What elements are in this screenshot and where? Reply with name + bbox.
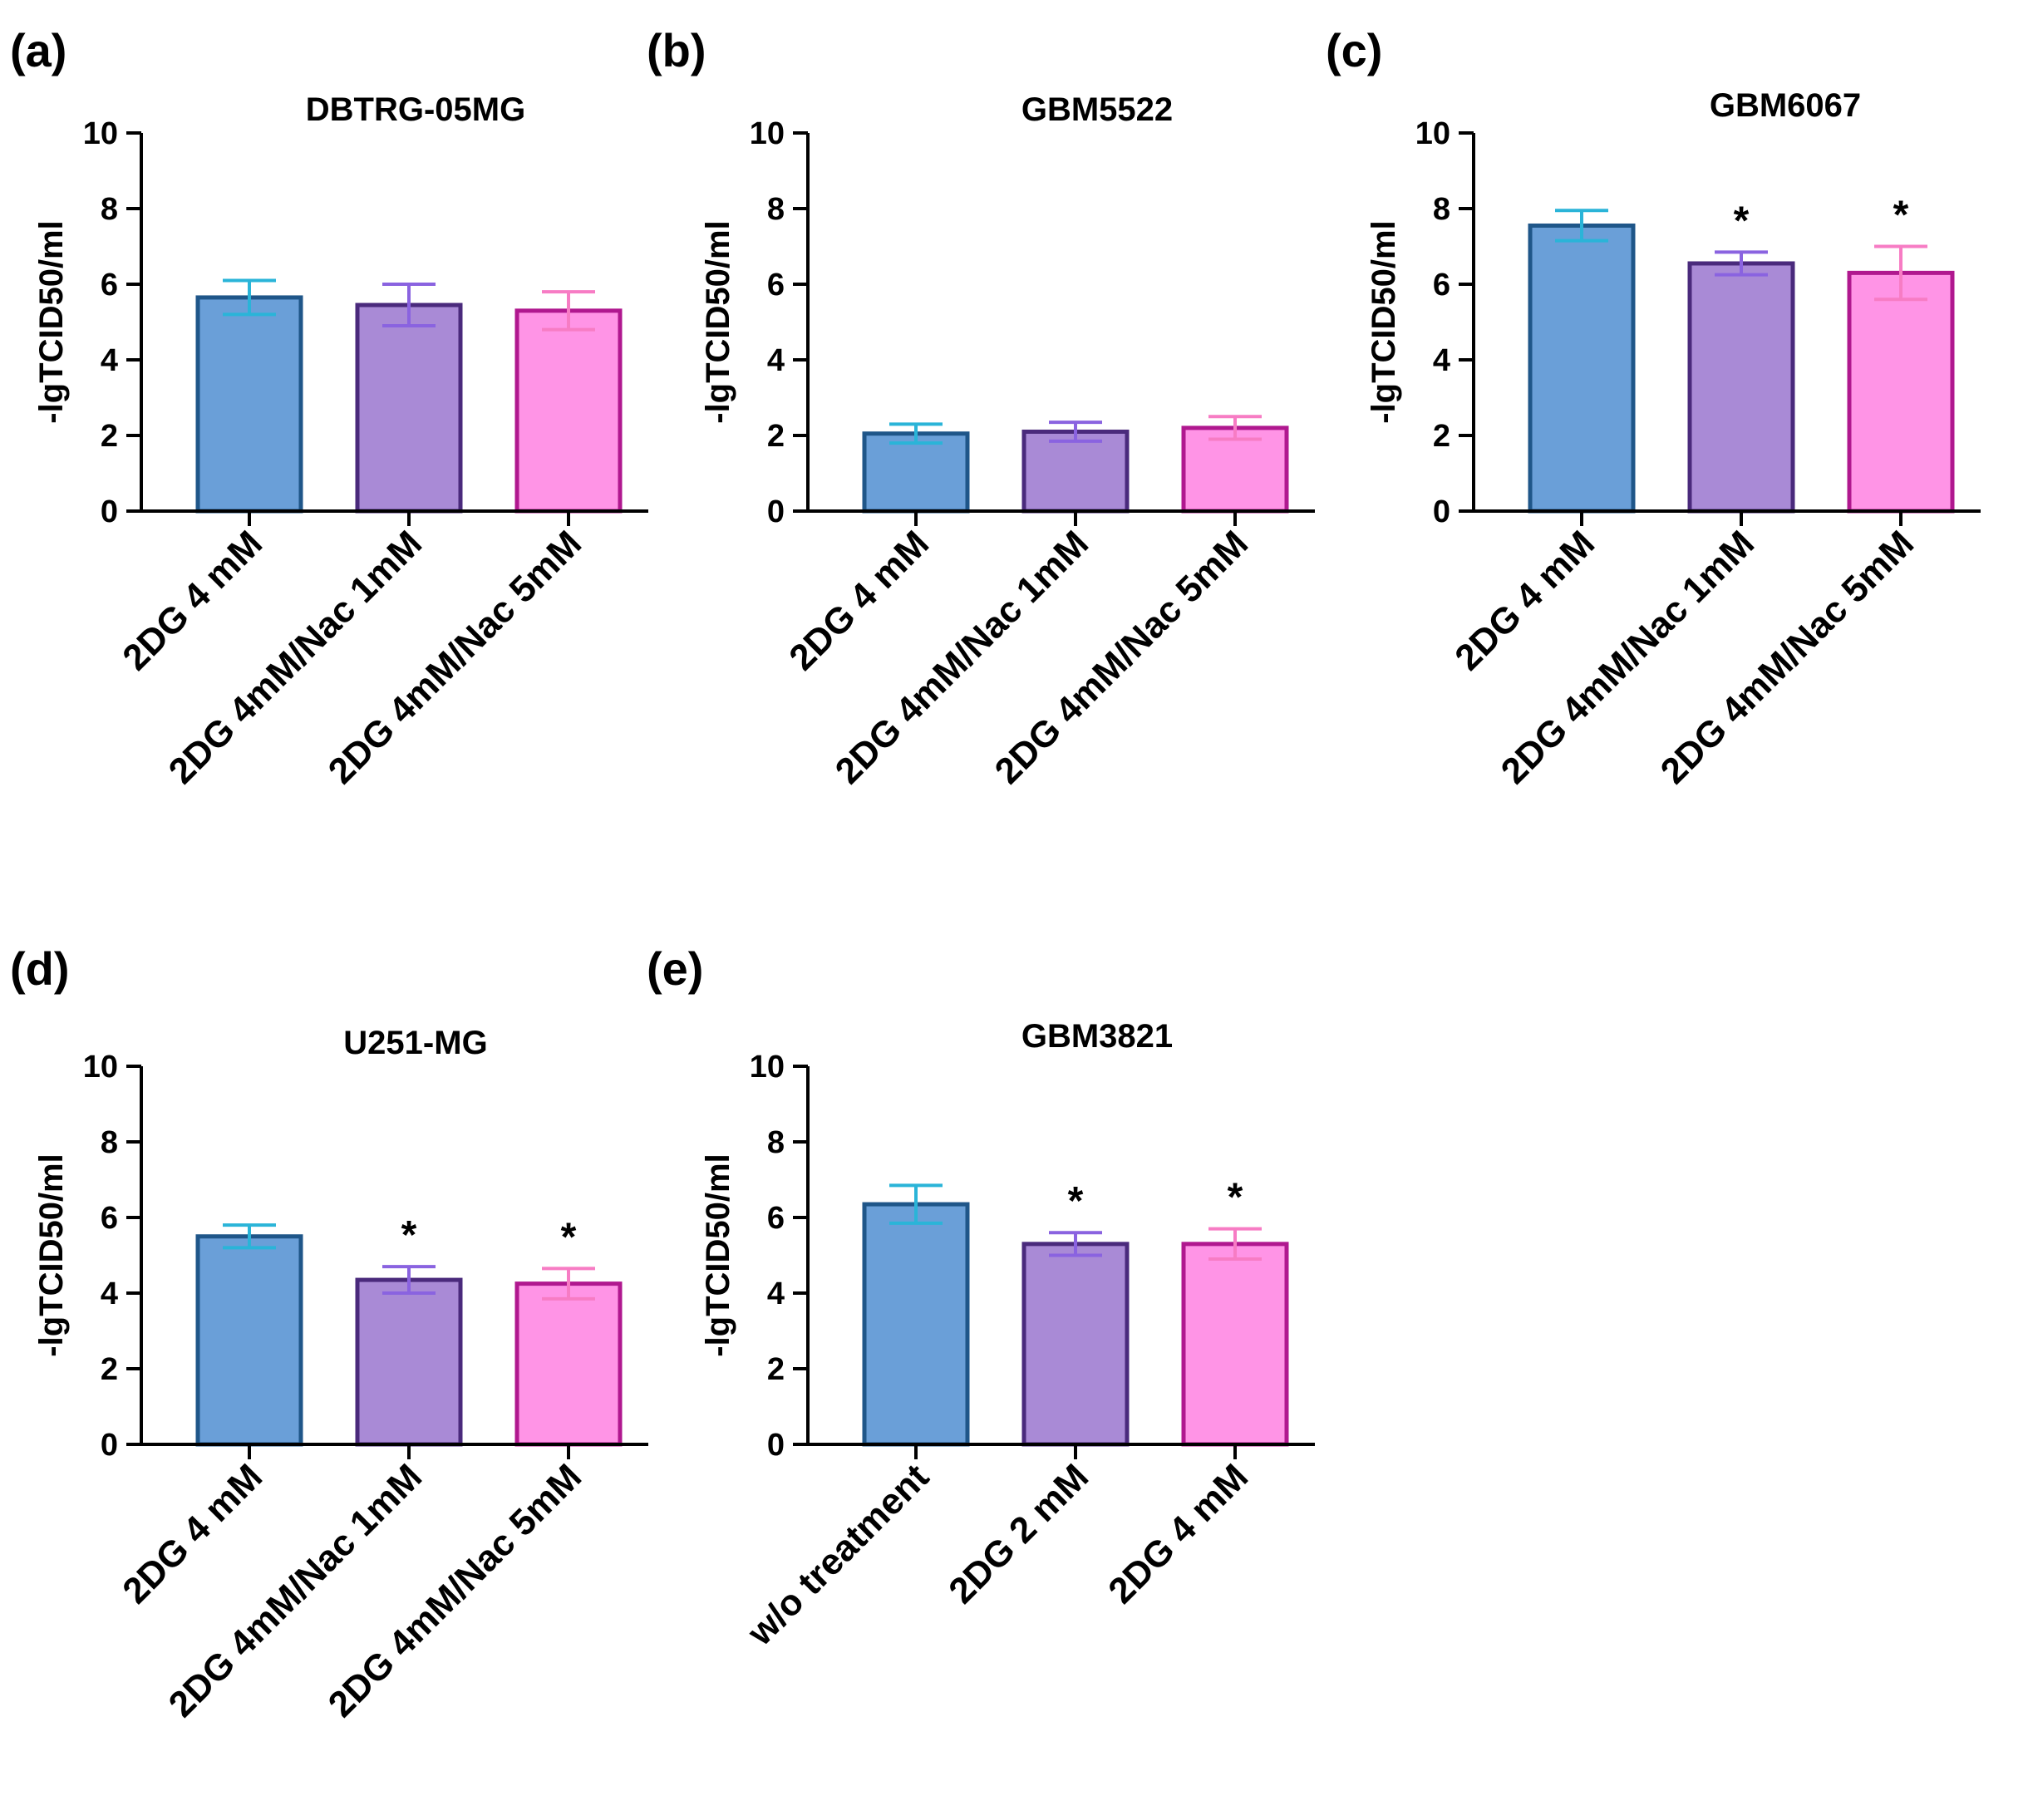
category-label: w/o treatment xyxy=(739,1456,937,1654)
bar xyxy=(1528,223,1636,514)
category-label: 2DG 4 mM xyxy=(1100,1456,1256,1611)
category-label: 2DG 4 mM xyxy=(781,523,937,678)
bar xyxy=(1687,261,1795,514)
y-tick-label: 8 xyxy=(767,192,785,227)
significance-marker: * xyxy=(1228,1176,1243,1220)
error-bar xyxy=(1049,421,1102,443)
bar xyxy=(355,1277,463,1447)
bar xyxy=(1847,270,1955,514)
y-tick-label: 10 xyxy=(750,1050,785,1085)
y-axis-label: -lgTCID50/ml xyxy=(1366,220,1402,423)
error-bar xyxy=(542,290,595,332)
y-tick-label: 4 xyxy=(767,1276,785,1311)
y-axis-label: -lgTCID50/ml xyxy=(700,220,736,423)
y-tick-label: 2 xyxy=(101,1352,118,1387)
y-axis-label: -lgTCID50/ml xyxy=(33,220,70,423)
bar xyxy=(195,1234,303,1447)
y-tick-label: 6 xyxy=(1433,268,1450,303)
y-tick-label: 6 xyxy=(101,268,118,303)
chart-title: DBTRG-05MG xyxy=(306,91,525,128)
y-tick-label: 8 xyxy=(101,1125,118,1160)
y-tick-label: 8 xyxy=(101,192,118,227)
y-tick-label: 2 xyxy=(767,419,785,454)
y-tick-label: 0 xyxy=(767,1428,785,1463)
category-label: 2DG 2 mM xyxy=(941,1456,1096,1611)
y-axis-label: -lgTCID50/ml xyxy=(700,1153,736,1356)
bar xyxy=(862,431,970,514)
y-tick-label: 8 xyxy=(1433,192,1450,227)
y-tick-label: 6 xyxy=(767,268,785,303)
bar xyxy=(514,308,623,514)
y-tick-label: 10 xyxy=(1415,116,1450,151)
error-bar xyxy=(382,1265,436,1295)
category-label: 2DG 4 mM xyxy=(1447,523,1602,678)
y-tick-label: 6 xyxy=(101,1201,118,1236)
error-bar xyxy=(1208,415,1262,441)
significance-marker: * xyxy=(1068,1179,1084,1223)
error-bar xyxy=(1715,250,1768,277)
bar xyxy=(1021,1242,1130,1447)
y-tick-label: 2 xyxy=(101,419,118,454)
y-tick-label: 10 xyxy=(83,1050,118,1085)
error-bar xyxy=(542,1267,595,1301)
significance-marker: * xyxy=(1893,194,1909,238)
y-tick-label: 2 xyxy=(767,1352,785,1387)
y-tick-label: 4 xyxy=(1433,343,1450,378)
category-label: 2DG 4 mM xyxy=(115,1456,270,1611)
error-bar xyxy=(889,422,943,445)
error-bar xyxy=(1555,209,1608,243)
significance-marker: * xyxy=(401,1213,417,1257)
significance-marker: * xyxy=(1734,199,1750,243)
bar xyxy=(862,1202,970,1447)
y-tick-label: 4 xyxy=(101,343,118,378)
error-bar xyxy=(1874,244,1927,302)
y-tick-label: 10 xyxy=(83,116,118,151)
panel-letter: (c) xyxy=(1326,24,1382,76)
panel-letter: (d) xyxy=(10,942,70,995)
bar xyxy=(1021,429,1130,514)
y-tick-label: 10 xyxy=(750,116,785,151)
bar xyxy=(1181,1242,1289,1447)
chart-title: GBM5522 xyxy=(1021,91,1173,128)
chart-title: GBM3821 xyxy=(1021,1018,1173,1055)
y-tick-label: 2 xyxy=(1433,419,1450,454)
category-label: 2DG 4 mM xyxy=(115,523,270,678)
error-bar xyxy=(1208,1227,1262,1262)
y-tick-label: 4 xyxy=(767,343,785,378)
panel-letter: (a) xyxy=(10,24,66,76)
significance-marker: * xyxy=(561,1215,577,1259)
y-tick-label: 0 xyxy=(767,494,785,529)
error-bar xyxy=(223,1223,276,1250)
y-tick-label: 8 xyxy=(767,1125,785,1160)
chart-title: U251-MG xyxy=(343,1025,487,1061)
bar xyxy=(514,1281,623,1447)
error-bar xyxy=(1049,1231,1102,1257)
chart-panel-5: (e) GBM3821 w/o treatment * 2DG 2 mM * 2DG 4 m… xyxy=(647,942,1315,1654)
y-tick-label: 4 xyxy=(101,1276,118,1311)
chart-title: GBM6067 xyxy=(1710,87,1861,124)
error-bar xyxy=(223,278,276,317)
error-bar xyxy=(889,1183,943,1225)
y-tick-label: 0 xyxy=(101,1428,118,1463)
y-axis-label: -lgTCID50/ml xyxy=(33,1153,70,1356)
panel-letter: (e) xyxy=(647,942,703,995)
bar xyxy=(355,303,463,514)
y-tick-label: 6 xyxy=(767,1201,785,1236)
y-tick-label: 0 xyxy=(101,494,118,529)
y-tick-label: 0 xyxy=(1433,494,1450,529)
bar xyxy=(195,295,303,514)
error-bar xyxy=(382,283,436,328)
panel-letter: (b) xyxy=(647,24,706,76)
